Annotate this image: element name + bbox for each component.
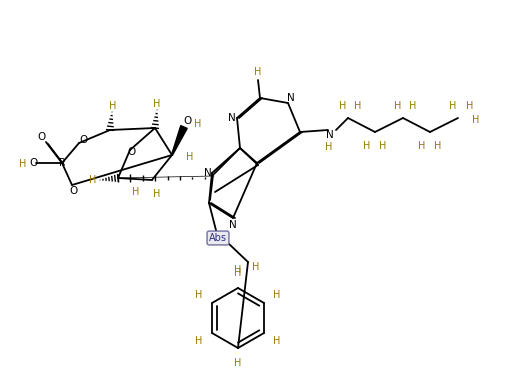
Text: H: H: [409, 101, 417, 111]
Text: O: O: [29, 158, 37, 168]
Text: H: H: [379, 141, 386, 151]
Text: N: N: [287, 93, 295, 103]
Text: N: N: [228, 113, 236, 123]
Text: H: H: [109, 101, 117, 111]
Text: H: H: [234, 358, 242, 368]
Text: O: O: [128, 147, 136, 157]
Text: H: H: [194, 119, 202, 129]
Text: H: H: [340, 101, 347, 111]
Text: H: H: [363, 141, 371, 151]
Text: H: H: [325, 142, 333, 152]
Text: O: O: [38, 132, 46, 142]
Text: H: H: [186, 152, 194, 162]
Text: O: O: [79, 135, 87, 145]
Text: H: H: [252, 262, 260, 272]
Text: H: H: [89, 175, 97, 185]
Text: N: N: [204, 168, 212, 178]
Text: N: N: [326, 130, 334, 140]
Text: H: H: [234, 268, 242, 278]
Text: H: H: [254, 67, 262, 77]
Text: H: H: [435, 141, 442, 151]
Text: H: H: [133, 187, 140, 197]
Text: O: O: [70, 186, 78, 196]
Text: H: H: [466, 101, 474, 111]
Text: H: H: [473, 115, 479, 125]
Text: H: H: [449, 101, 457, 111]
Text: H: H: [153, 189, 161, 199]
Text: H: H: [354, 101, 362, 111]
Text: H: H: [195, 336, 203, 345]
Text: H: H: [153, 99, 161, 109]
Text: Abs: Abs: [209, 233, 227, 243]
Text: P: P: [59, 158, 65, 168]
Text: H: H: [274, 291, 281, 301]
Text: H: H: [20, 159, 27, 169]
Text: N: N: [229, 220, 237, 230]
Text: H: H: [394, 101, 402, 111]
Text: H: H: [195, 291, 203, 301]
Polygon shape: [172, 125, 187, 155]
Text: H: H: [234, 265, 242, 275]
Text: O: O: [183, 116, 191, 126]
Text: H: H: [418, 141, 426, 151]
Text: H: H: [274, 336, 281, 345]
